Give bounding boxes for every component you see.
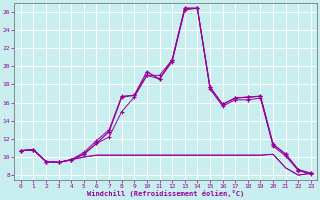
X-axis label: Windchill (Refroidissement éolien,°C): Windchill (Refroidissement éolien,°C): [87, 190, 244, 197]
